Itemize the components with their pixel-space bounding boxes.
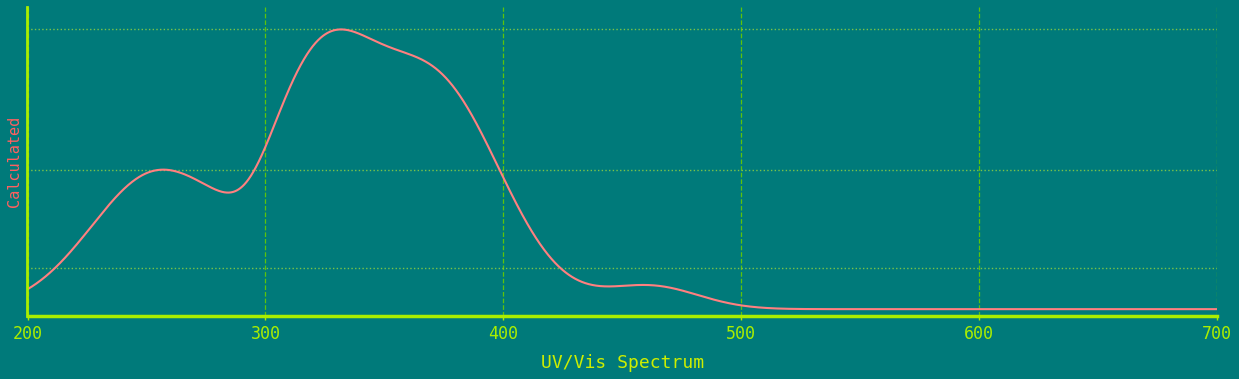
Y-axis label: Calculated: Calculated — [7, 116, 22, 207]
X-axis label: UV/Vis Spectrum: UV/Vis Spectrum — [540, 354, 704, 372]
